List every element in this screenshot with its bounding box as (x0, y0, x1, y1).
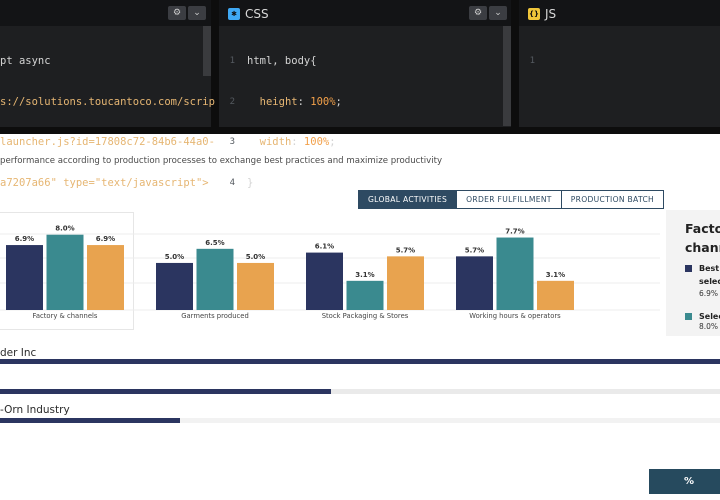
tab-global-activities[interactable]: GLOBAL ACTIVITIES (358, 190, 458, 209)
code-line: pt async (0, 55, 51, 67)
tab-production-batch[interactable]: PRODUCTION BATCH (561, 190, 665, 209)
html-code[interactable]: pt async s://solutions.toucantoco.com/sc… (0, 28, 215, 217)
progress-bar (0, 418, 180, 423)
js-pane-title: {} JS (528, 5, 556, 22)
dashboard-subtitle: performance according to production proc… (0, 156, 443, 166)
css-code[interactable]: html, body{ height: 100%; width: 100%; } (247, 28, 342, 217)
data-label: 5.7% (396, 246, 415, 254)
data-label: 3.1% (355, 271, 374, 279)
progress-track (0, 389, 720, 394)
gear-icon[interactable]: ⚙ (469, 6, 487, 20)
data-label: 6.1% (315, 243, 334, 251)
activity-tabs: GLOBAL ACTIVITIES ORDER FULFILLMENT PROD… (358, 190, 665, 209)
side-card-title-line: chann (685, 240, 720, 255)
legend-swatch-navy (685, 265, 692, 272)
side-card-title-line: Facto (685, 221, 720, 236)
code-line: s://solutions.toucantoco.com/scrip (0, 95, 215, 108)
company-name: der Inc (0, 347, 37, 359)
property-text: width (259, 136, 292, 148)
css-title-label: CSS (245, 6, 269, 21)
html-pane-header: ⚙ ⌄ (0, 0, 211, 26)
code-editor: ⚙ ⌄ pt async s://solutions.toucantoco.co… (0, 0, 720, 189)
chart-bar[interactable] (496, 237, 534, 310)
chart-bar[interactable] (6, 245, 43, 310)
chart-bar[interactable] (306, 252, 343, 310)
progress-bar (0, 359, 720, 364)
chart-bar[interactable] (156, 262, 193, 310)
js-pane: {} JS 1 (519, 0, 720, 127)
line-number: 2 (229, 96, 235, 107)
css-pane-header: ✱ CSS ⚙ ⌄ (219, 0, 511, 26)
property-text: height (259, 95, 298, 108)
category-label: Factory & channels (33, 312, 98, 320)
css-icon: ✱ (228, 7, 240, 20)
data-label: 7.7% (505, 228, 524, 236)
scrollbar[interactable] (503, 26, 511, 126)
company-name: -Orn Industry (0, 404, 70, 416)
gear-icon[interactable]: ⚙ (168, 6, 186, 20)
side-card-title: Facto chann (685, 219, 720, 257)
css-pane-title: ✱ CSS (228, 5, 269, 22)
category-label: Working hours & operators (469, 312, 561, 320)
legend-label-line: selec (699, 277, 720, 286)
chart-bars (6, 234, 574, 310)
legend-value: 6.9% (699, 289, 719, 298)
data-label: 5.0% (246, 253, 265, 261)
category-label: Stock Packaging & Stores (322, 312, 409, 320)
legend-label-line: Best (699, 264, 720, 273)
chart-bar[interactable] (196, 248, 234, 310)
closing-brace: } (247, 176, 254, 189)
data-label: 6.9% (96, 235, 115, 243)
chart-bar[interactable] (456, 256, 493, 310)
data-label: 5.7% (465, 246, 484, 254)
value-text: 100% (310, 95, 336, 108)
chevron-down-icon[interactable]: ⌄ (489, 6, 507, 20)
code-line: a7207a66" type="text/javascript"> (0, 176, 209, 189)
code-line: } (247, 177, 342, 191)
chart-bar[interactable] (87, 245, 124, 310)
js-title-label: JS (545, 6, 557, 21)
line-number: 1 (529, 56, 535, 66)
chart-bar[interactable] (237, 262, 274, 310)
legend-label[interactable]: Selec (699, 312, 720, 321)
tab-order-fulfillment[interactable]: ORDER FULFILLMENT (457, 190, 562, 209)
chart-bar[interactable] (46, 234, 84, 310)
code-line: height: 100%; (259, 95, 342, 108)
chart-bar[interactable] (387, 256, 424, 310)
html-pane: ⚙ ⌄ pt async s://solutions.toucantoco.co… (0, 0, 215, 189)
chart-bar[interactable] (346, 280, 384, 310)
js-code[interactable] (543, 28, 713, 123)
code-line: width: 100%; (259, 136, 336, 148)
percent-toggle-button[interactable]: % (649, 469, 720, 494)
data-label: 6.9% (15, 235, 34, 243)
line-number: 4 (229, 177, 235, 188)
line-number: 3 (229, 137, 235, 147)
line-numbers: 1 (525, 28, 535, 96)
side-card (666, 210, 720, 336)
code-line: html, body{ (247, 55, 342, 69)
category-label: Garments produced (181, 312, 249, 320)
scrollbar[interactable] (203, 26, 211, 76)
data-label: 3.1% (546, 271, 565, 279)
chart-bar[interactable] (537, 280, 574, 310)
code-line: launcher.js?id=17808c72-84b6-44a0- (0, 136, 215, 148)
legend-label[interactable]: Best selec (699, 262, 720, 288)
bar-chart: 6.9% 8.0% 6.9% Factory & channels 5.0% 6.5% 5.… (0, 225, 660, 320)
legend-value: 8.0% (699, 322, 719, 331)
js-icon: {} (528, 7, 540, 20)
line-number: 1 (229, 56, 235, 66)
value-text: 100% (303, 136, 330, 148)
selector-text: html, body{ (247, 55, 317, 67)
data-label: 6.5% (205, 239, 224, 247)
css-pane: ✱ CSS ⚙ ⌄ 1 2 3 4 html, body{ height: 10… (219, 0, 511, 189)
line-numbers: 1 2 3 4 (225, 28, 235, 217)
progress-bar (0, 389, 332, 394)
progress-track (0, 418, 720, 423)
data-label: 5.0% (165, 253, 184, 261)
chart-labels: 6.9% 8.0% 6.9% Factory & channels 5.0% 6.5% 5.… (15, 225, 565, 320)
js-pane-header: {} JS (519, 0, 720, 26)
data-label: 8.0% (55, 225, 74, 233)
chevron-down-icon[interactable]: ⌄ (188, 6, 206, 20)
legend-swatch-teal (685, 313, 692, 320)
